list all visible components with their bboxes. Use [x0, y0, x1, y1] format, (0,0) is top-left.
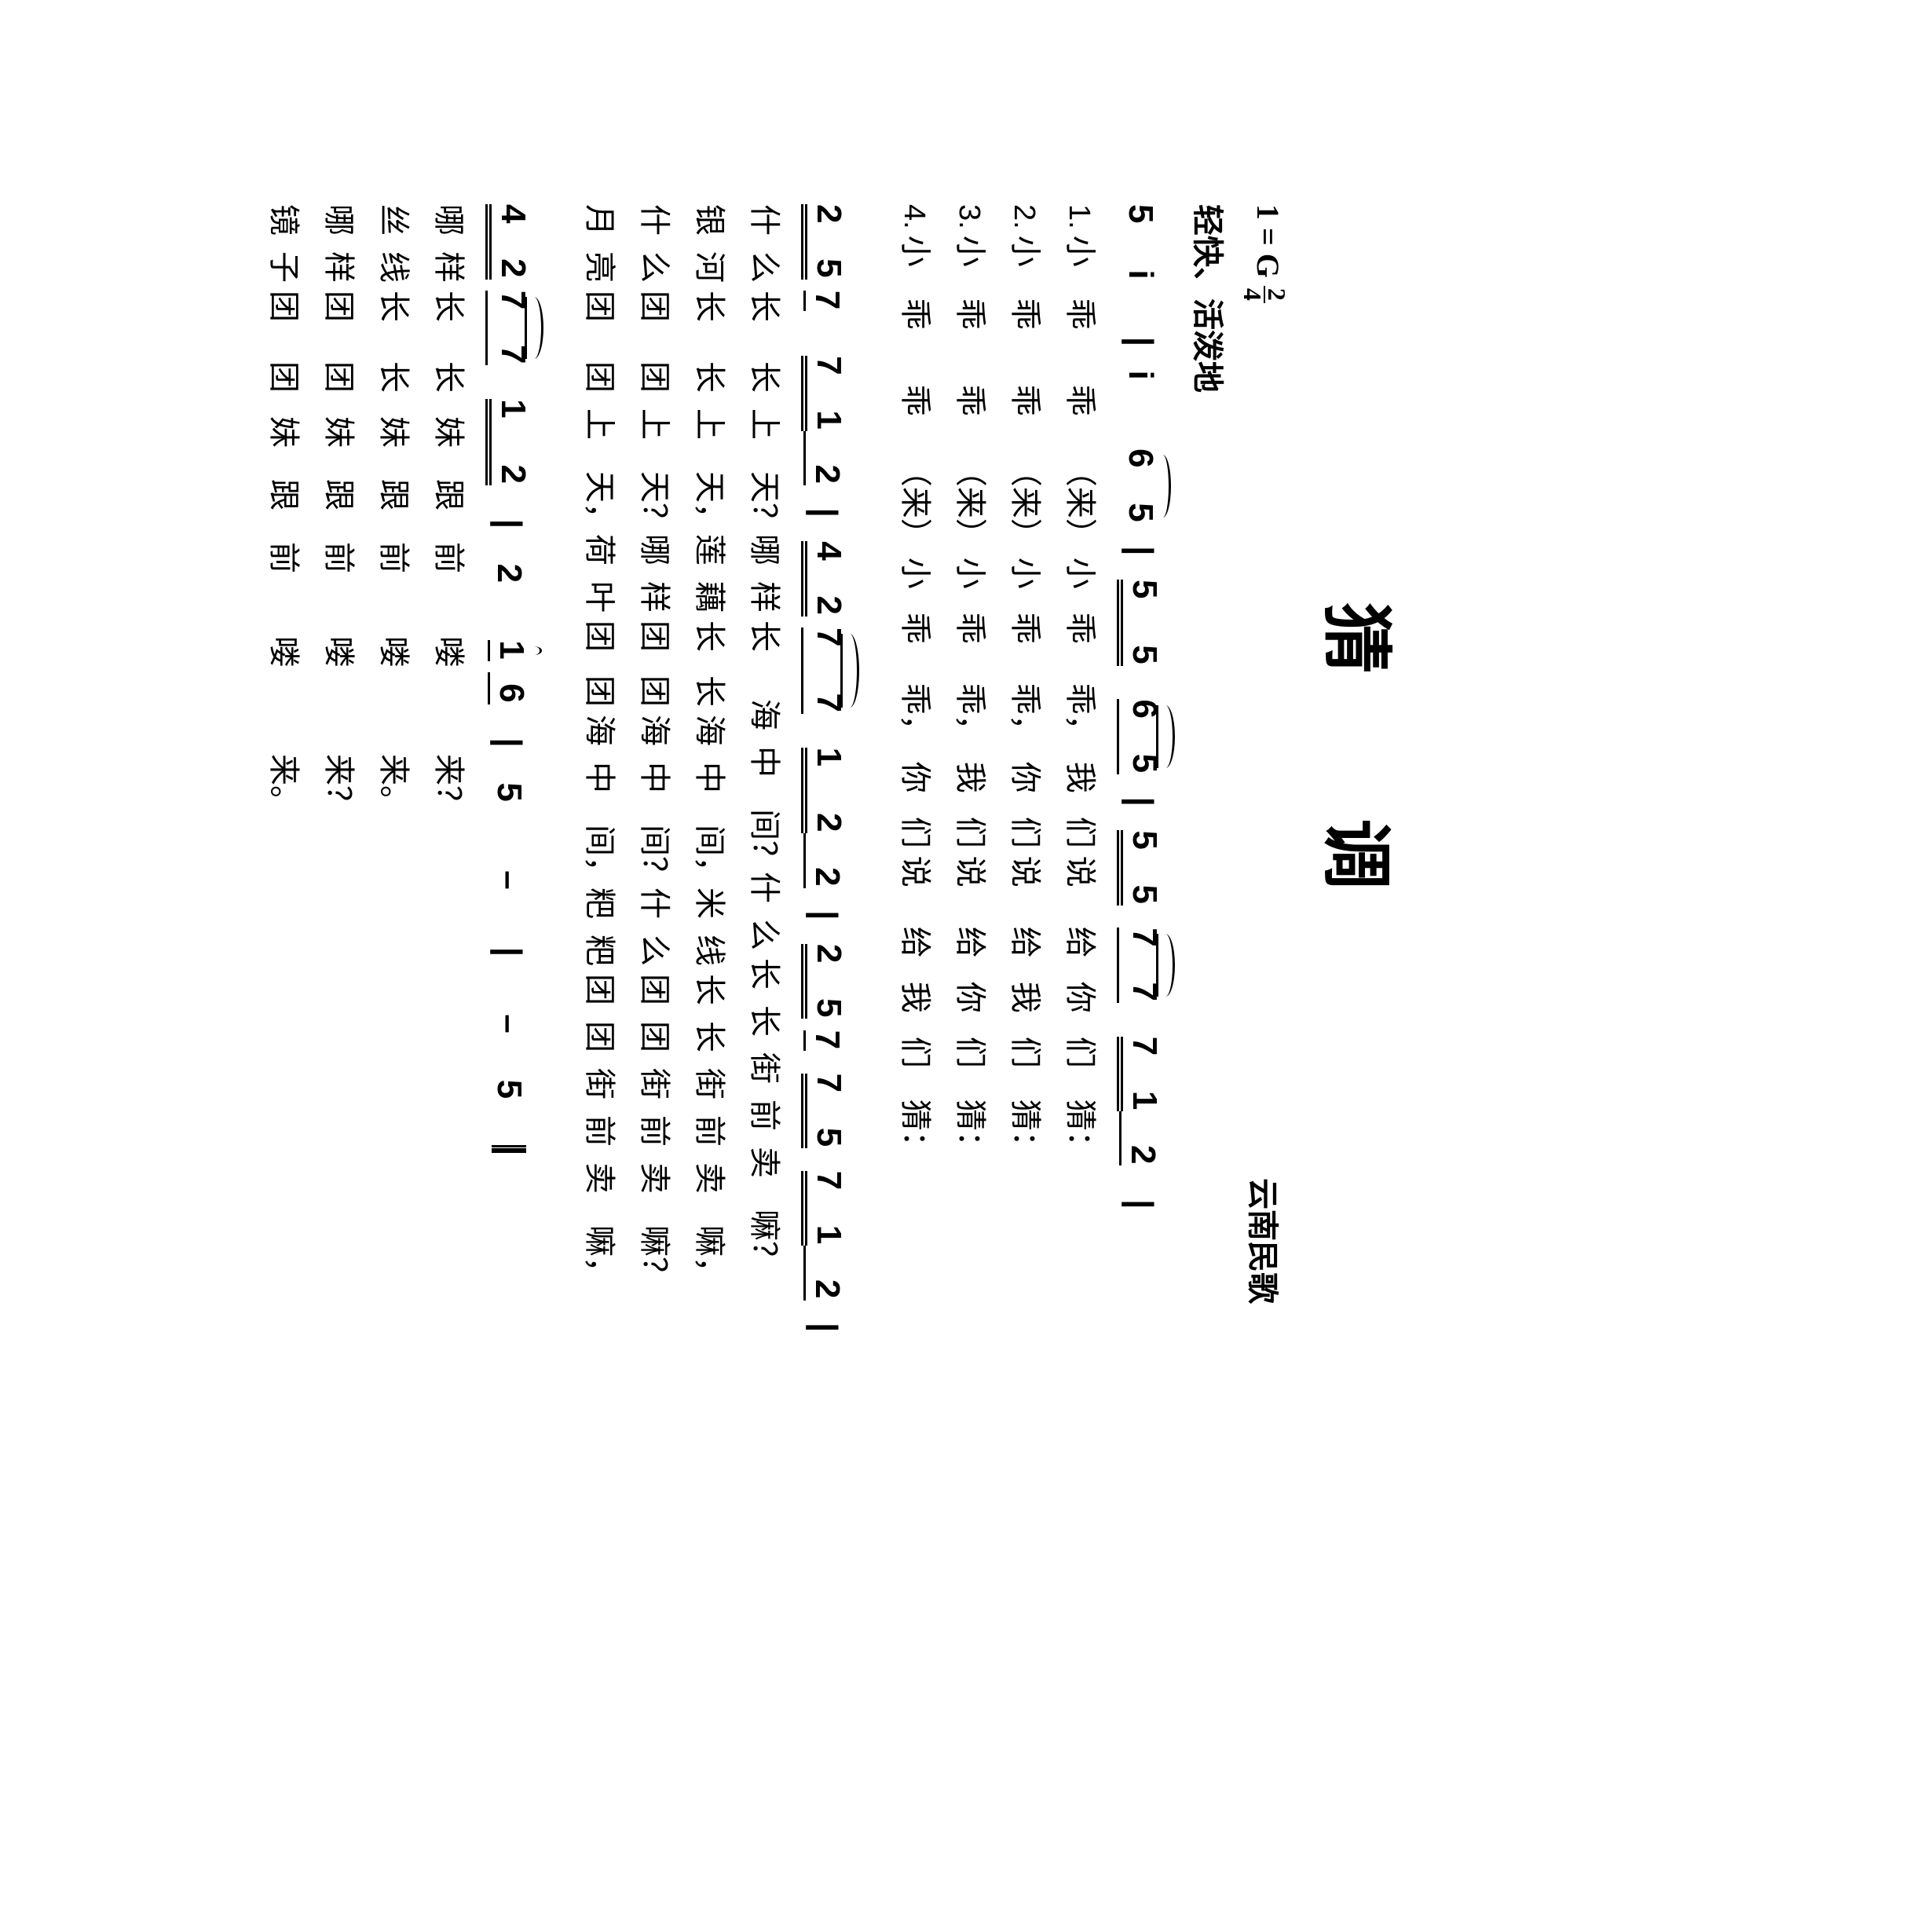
- notation-line: 4 2 7 7 1 2 | 2 1 6 | 5 – | – 5: [485, 204, 532, 1351]
- lyric-line: 什 么 长 长 上 天？哪 样 长 海 中 间？什 么 长 长 街 前 卖 嘛？: [745, 204, 790, 1351]
- notation-line: 2 5 7 7 1 2 | 4 2 7 7 1 2 2 | 2 5 7 7 5 …: [801, 204, 848, 1351]
- music-block: 5 i | i 6 5 | 5 5 6 5 | 5 5 7 7 7 1 2 |1…: [895, 204, 1164, 1351]
- lyric-line: 哪 样 团 团 妹 跟 前 喽 来？: [319, 204, 364, 1351]
- lyric-line: 哪 样 长 长 妹 跟 前 喽 来？: [429, 204, 474, 1351]
- lyric-line: 3.小 乖 乖 （来） 小 乖 乖， 我 们 说 给 你 们 猜：: [950, 204, 996, 1351]
- lyric-line: 月 亮 团 团 上 天，荷 叶 团 团 海 中 间，粑 粑 团 团 街 前 卖 …: [580, 204, 625, 1351]
- notation-line: 5 i | i 6 5 | 5 5 6 5 | 5 5 7 7 7 1 2 |: [1117, 204, 1164, 1351]
- tempo-marking: 轻快、活泼地: [1187, 204, 1233, 1351]
- key-signature: 1 = G 24: [1241, 204, 1288, 303]
- lyric-line: 银 河 长 长 上 天，莲 藕 长 长 海 中 间，米 线 长 长 街 前 卖 …: [690, 204, 735, 1351]
- lyric-line: 镜 子 团 团 妹 跟 前 喽 来。: [264, 204, 309, 1351]
- song-title: 猜 调: [1312, 204, 1414, 1351]
- lyric-line: 4.小 乖 乖 （来） 小 乖 乖， 你 们 说 给 我 们 猜：: [895, 204, 941, 1351]
- music-block: 2 5 7 7 1 2 | 4 2 7 7 1 2 2 | 2 5 7 7 5 …: [580, 204, 848, 1351]
- lyric-line: 什 么 团 团 上 天？哪 样 团 团 海 中 间？什 么 团 团 街 前 卖 …: [635, 204, 680, 1351]
- music-block: 4 2 7 7 1 2 | 2 1 6 | 5 – | – 5 哪 样 长 长 …: [264, 204, 532, 1351]
- lyric-line: 1.小 乖 乖 （来） 小 乖 乖， 我 们 说 给 你 们 猜：: [1060, 204, 1106, 1351]
- lyric-line: 丝 线 长 长 妹 跟 前 喽 来。: [374, 204, 419, 1351]
- lyric-line: 2.小 乖 乖 （来） 小 乖 乖， 你 们 说 给 我 们 猜：: [1005, 204, 1051, 1351]
- song-origin: 云南民歌: [1241, 1178, 1288, 1351]
